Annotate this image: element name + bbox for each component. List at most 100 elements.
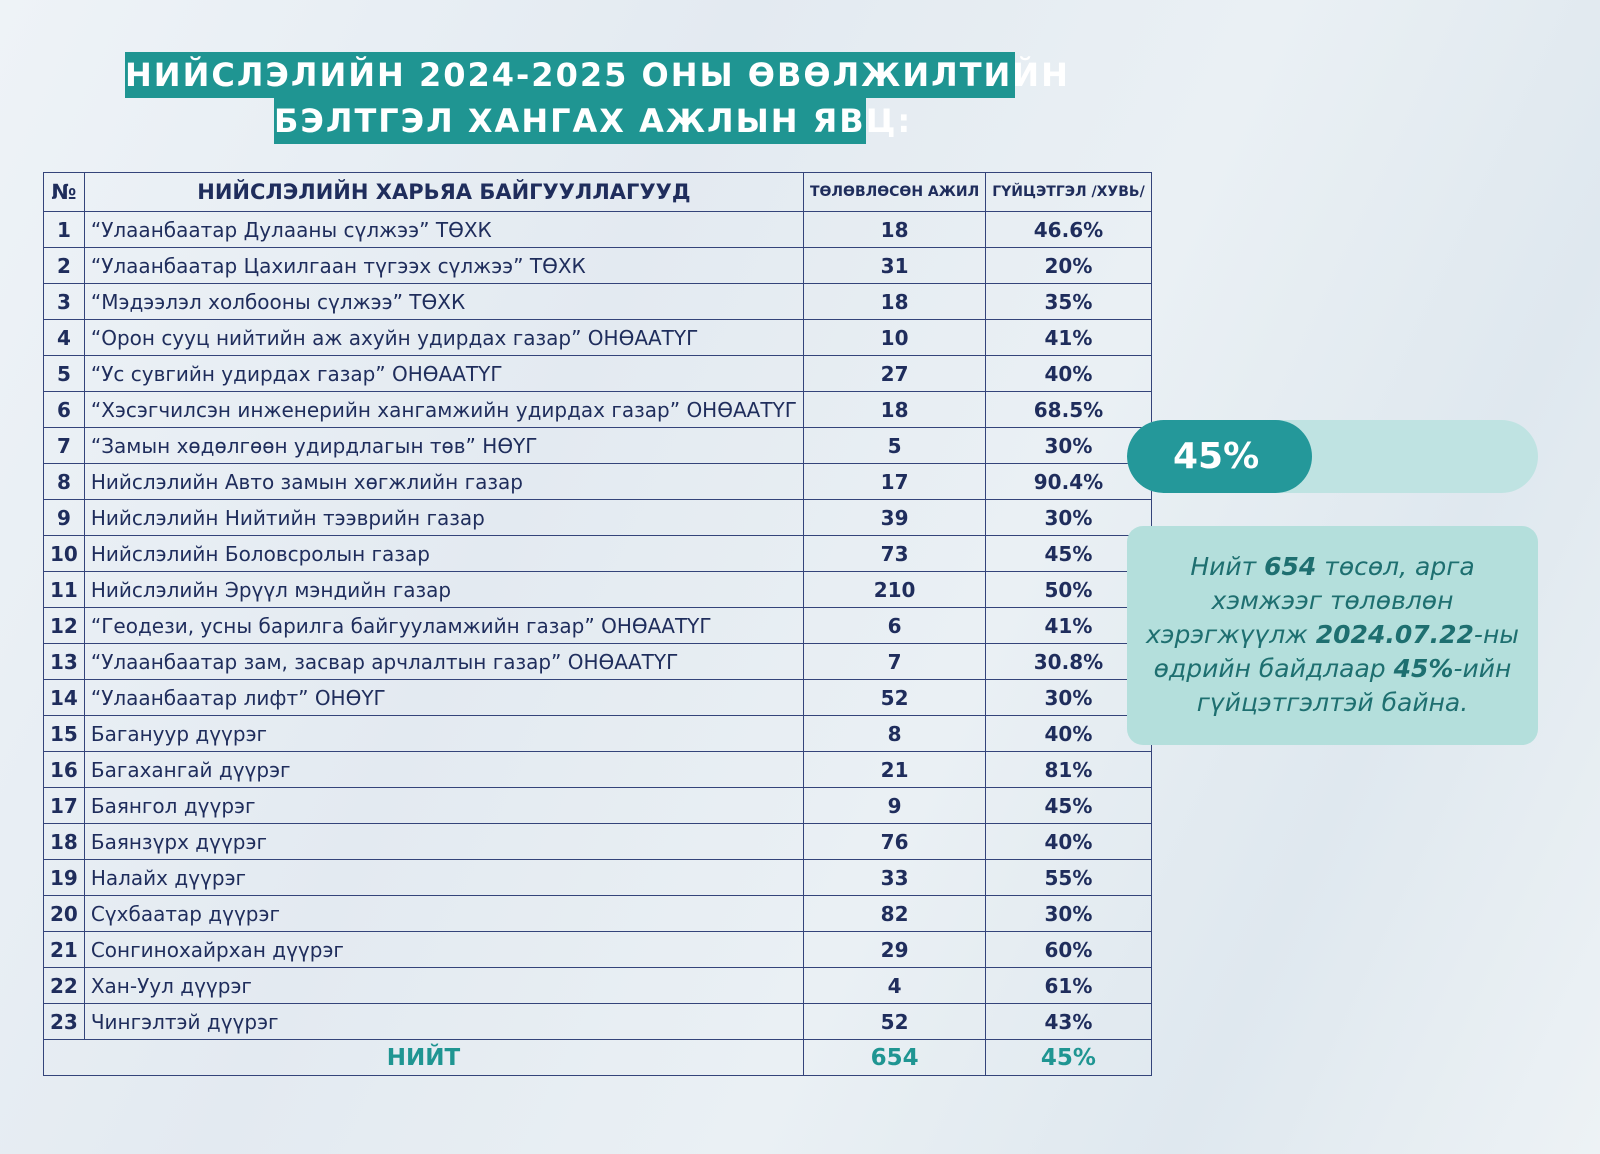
title-line: НИЙСЛЭЛИЙН 2024-2025 ОНЫ ӨВӨЛЖИЛТИЙН	[125, 52, 1068, 98]
organization: “Геодези, усны барилга байгууламжийн газ…	[83, 607, 804, 644]
completion: 30%	[985, 427, 1152, 464]
row-number: 2	[43, 247, 85, 284]
table-row: 1 “Улаанбаатар Дулааны сүлжээ” ТӨХК 18 46.6…	[43, 211, 1152, 248]
callout-text: Нийт	[1190, 552, 1265, 581]
planned-count: 82	[802, 895, 987, 932]
table-row: 12 “Геодези, усны барилга байгууламжийн г…	[43, 607, 1152, 644]
table-row: 4 “Орон сууц нийтийн аж ахуйн удирдах газ…	[43, 319, 1152, 356]
table-row: 15 Багануур дүүрэг 8 40%	[43, 715, 1152, 752]
organization: “Хэсэгчилсэн инженерийн хангамжийн удирд…	[83, 391, 804, 428]
row-number: 3	[43, 283, 85, 320]
organization: “Орон сууц нийтийн аж ахуйн удирдах газа…	[83, 319, 804, 356]
completion: 81%	[985, 751, 1152, 788]
planned-count: 10	[802, 319, 987, 356]
table-row: 19 Налайх дүүрэг 33 55%	[43, 859, 1152, 896]
planned-count: 29	[802, 931, 987, 968]
row-number: 4	[43, 319, 85, 356]
planned-count: 52	[802, 679, 987, 716]
organization: Хан-Уул дүүрэг	[83, 967, 804, 1004]
completion: 55%	[985, 859, 1152, 896]
table-row: 22 Хан-Уул дүүрэг 4 61%	[43, 967, 1152, 1004]
total-planned: 654	[802, 1039, 987, 1076]
organization: Чингэлтэй дүүрэг	[83, 1003, 804, 1040]
planned-count: 17	[802, 463, 987, 500]
organization: Налайх дүүрэг	[83, 859, 804, 896]
callout-emphasis: 45%	[1393, 654, 1454, 683]
progress-bar: 45%	[1127, 420, 1538, 493]
planned-count: 7	[802, 643, 987, 680]
row-number: 18	[43, 823, 85, 860]
planned-count: 33	[802, 859, 987, 896]
column-header: ТӨЛӨВЛӨСӨН АЖИЛ	[802, 172, 987, 212]
planned-count: 27	[802, 355, 987, 392]
organization: Нийслэлийн Боловсролын газар	[83, 535, 804, 572]
planned-count: 21	[802, 751, 987, 788]
callout-text: төсөл, арга хэмжээг төлөвлөн хэрэгжүүлж	[1145, 552, 1475, 649]
completion: 30%	[985, 679, 1152, 716]
row-number: 1	[43, 211, 85, 248]
progress-fill	[1127, 420, 1312, 493]
organization: “Улаанбаатар Дулааны сүлжээ” ТӨХК	[83, 211, 804, 248]
table-row: 23 Чингэлтэй дүүрэг 52 43%	[43, 1003, 1152, 1040]
table-row: 14 “Улаанбаатар лифт” ОНӨҮГ 52 30%	[43, 679, 1152, 716]
completion: 20%	[985, 247, 1152, 284]
table-row: 6 “Хэсэгчилсэн инженерийн хангамжийн удир…	[43, 391, 1152, 428]
organization: “Ус сувгийн удирдах газар” ОНӨААТҮГ	[83, 355, 804, 392]
organization: Нийслэлийн Авто замын хөгжлийн газар	[83, 463, 804, 500]
row-number: 12	[43, 607, 85, 644]
completion: 61%	[985, 967, 1152, 1004]
completion: 40%	[985, 355, 1152, 392]
organization: Баянгол дүүрэг	[83, 787, 804, 824]
planned-count: 18	[802, 211, 987, 248]
callout-text: -ны өдрийн байдлаар	[1153, 620, 1520, 683]
callout-emphasis: 2024.07.22	[1315, 620, 1474, 649]
row-number: 23	[43, 1003, 85, 1040]
planned-count: 39	[802, 499, 987, 536]
organization: Багануур дүүрэг	[83, 715, 804, 752]
callout-text: -ийн гүйцэтгэлтэй байна.	[1196, 654, 1512, 717]
completion: 40%	[985, 823, 1152, 860]
column-header: №	[43, 172, 85, 212]
organization: “Мэдээлэл холбооны сүлжээ” ТӨХК	[83, 283, 804, 320]
organization: “Замын хөдөлгөөн удирдлагын төв” НӨҮГ	[83, 427, 804, 464]
organization: Багахангай дүүрэг	[83, 751, 804, 788]
header-row: № НИЙСЛЭЛИЙН ХАРЬЯА БАЙГУУЛЛАГУУД ТӨЛӨВЛ…	[43, 172, 1152, 212]
planned-count: 18	[802, 391, 987, 428]
organization: “Улаанбаатар зам, засвар арчлалтын газар…	[83, 643, 804, 680]
row-number: 16	[43, 751, 85, 788]
table-row: 7 “Замын хөдөлгөөн удирдлагын төв” НӨҮГ 5 3…	[43, 427, 1152, 464]
table-row: 17 Баянгол дүүрэг 9 45%	[43, 787, 1152, 824]
completion: 35%	[985, 283, 1152, 320]
completion: 41%	[985, 319, 1152, 356]
title-line: БЭЛТГЭЛ ХАНГАХ АЖЛЫН ЯВЦ:	[274, 98, 910, 144]
row-number: 20	[43, 895, 85, 932]
table-row: 9 Нийслэлийн Нийтийн тээврийн газар 39 30%	[43, 499, 1152, 536]
organization: Сонгинохайрхан дүүрэг	[83, 931, 804, 968]
planned-count: 9	[802, 787, 987, 824]
row-number: 9	[43, 499, 85, 536]
row-number: 5	[43, 355, 85, 392]
progress-label: 45%	[1173, 436, 1260, 477]
organization: “Улаанбаатар лифт” ОНӨҮГ	[83, 679, 804, 716]
row-number: 21	[43, 931, 85, 968]
table-row: 20 Сүхбаатар дүүрэг 82 30%	[43, 895, 1152, 932]
total-label: НИЙТ	[43, 1039, 804, 1076]
completion: 90.4%	[985, 463, 1152, 500]
completion: 30%	[985, 895, 1152, 932]
column-header: НИЙСЛЭЛИЙН ХАРЬЯА БАЙГУУЛЛАГУУД	[83, 172, 804, 212]
row-number: 22	[43, 967, 85, 1004]
row-number: 11	[43, 571, 85, 608]
table-row: 8 Нийслэлийн Авто замын хөгжлийн газар 17 9…	[43, 463, 1152, 500]
row-number: 19	[43, 859, 85, 896]
completion: 50%	[985, 571, 1152, 608]
organization: Баянзүрх дүүрэг	[83, 823, 804, 860]
column-header: ГҮЙЦЭТГЭЛ /ХУВЬ/	[985, 172, 1152, 212]
row-number: 6	[43, 391, 85, 428]
table: № НИЙСЛЭЛИЙН ХАРЬЯА БАЙГУУЛЛАГУУД ТӨЛӨВЛ…	[43, 172, 1152, 1076]
row-number: 8	[43, 463, 85, 500]
planned-count: 76	[802, 823, 987, 860]
total-completion: 45%	[985, 1039, 1152, 1076]
planned-count: 18	[802, 283, 987, 320]
callout-emphasis: 654	[1264, 552, 1317, 581]
table-row: 10 Нийслэлийн Боловсролын газар 73 45%	[43, 535, 1152, 572]
